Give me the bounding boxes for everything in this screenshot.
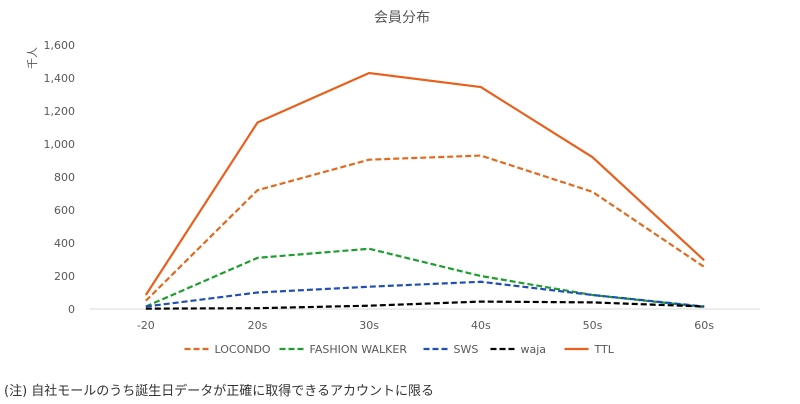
series-line-ttl	[144, 71, 705, 296]
legend-label: FASHION WALKER	[310, 343, 408, 356]
x-tick-label: 20s	[248, 319, 268, 332]
y-axis-unit: 千人	[26, 47, 39, 69]
series-line-sws	[145, 280, 705, 308]
x-tick-label: 30s	[359, 319, 379, 332]
x-tick-label: 60s	[694, 319, 714, 332]
legend-label: TTL	[594, 343, 615, 356]
series-line-fashion-walker	[145, 247, 705, 309]
line-chart: 会員分布 千人 0 200 400 600 800 1,000 1,200 1,400 1,60…	[26, 10, 760, 356]
legend: LOCONDO FASHION WALKER SWS waja TTL	[184, 343, 615, 356]
y-tick-labels: 0 200 400 600 800 1,000 1,200 1,400 1,600	[44, 39, 76, 316]
legend-label: SWS	[454, 343, 479, 356]
y-tick-label: 1,400	[44, 72, 76, 85]
y-tick-label: 400	[54, 237, 75, 250]
chart-title: 会員分布	[374, 10, 430, 26]
series-line-waja	[145, 300, 705, 310]
y-tick-label: 0	[68, 303, 75, 316]
y-tick-label: 1,600	[44, 39, 76, 52]
series-line-locondo	[145, 154, 705, 302]
y-tick-label: 600	[54, 204, 75, 217]
y-tick-label: 1,000	[44, 138, 76, 151]
footnote: (注) 自社モールのうち誕生日データが正確に取得できるアカウントに限る	[4, 384, 435, 399]
legend-label: LOCONDO	[215, 343, 271, 356]
x-tick-labels: -20 20s 30s 40s 50s 60s	[137, 319, 714, 332]
series-lines	[144, 71, 705, 310]
y-tick-label: 800	[54, 171, 75, 184]
x-tick-label: 50s	[583, 319, 603, 332]
y-tick-label: 1,200	[44, 105, 76, 118]
legend-label: waja	[521, 343, 547, 356]
y-tick-label: 200	[54, 270, 75, 283]
x-tick-label: -20	[137, 319, 155, 332]
x-tick-label: 40s	[471, 319, 491, 332]
